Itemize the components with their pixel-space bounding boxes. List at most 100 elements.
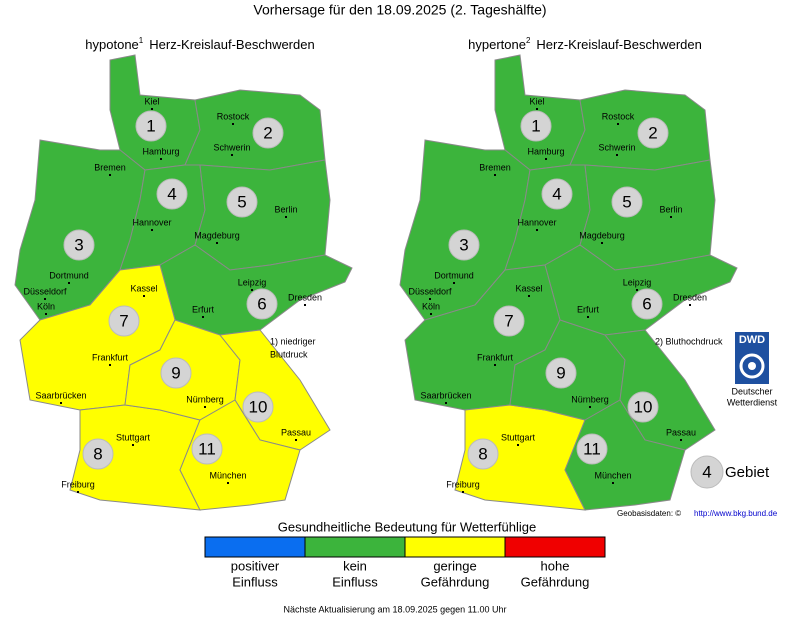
city-dot (151, 108, 153, 110)
region-marker (63, 229, 95, 261)
region-number: 4 (167, 184, 176, 203)
city-label: Düsseldorf (408, 286, 452, 296)
region-number: 8 (93, 444, 102, 463)
logo-box (735, 332, 769, 384)
city-dot (601, 242, 603, 244)
city-dot (77, 491, 79, 493)
region-marker (226, 186, 258, 218)
city-label: Frankfurt (92, 352, 129, 362)
city-label: Nürnberg (186, 394, 224, 404)
source-url: http://www.bkg.bund.de (694, 509, 778, 518)
city-dot (680, 439, 682, 441)
region-marker (637, 117, 669, 149)
page-title: Vorhersage für den 18.09.2025 (2. Tagesh… (253, 2, 546, 18)
city-label: Hannover (517, 217, 556, 227)
city-dot (589, 406, 591, 408)
area-key-label: Gebiet (725, 464, 770, 481)
region-marker (108, 305, 140, 337)
city-dot (109, 364, 111, 366)
region-marker (576, 433, 608, 465)
city-dot (445, 402, 447, 404)
city-dot (227, 482, 229, 484)
city-label: Magdeburg (194, 230, 240, 240)
map: hypotone1 Herz-Kreislauf-BeschwerdenKielR… (14, 36, 353, 511)
city-label: Saarbrücken (420, 390, 471, 400)
city-label: Berlin (274, 204, 297, 214)
city-label: Frankfurt (477, 352, 514, 362)
city-label: Dresden (673, 292, 707, 302)
region-marker (467, 438, 499, 470)
map-title: hypertone2 Herz-Kreislauf-Beschwerden (468, 36, 702, 52)
city-dot (612, 482, 614, 484)
city-label: Dresden (288, 292, 322, 302)
city-label: Bremen (94, 162, 126, 172)
city-label: Erfurt (192, 304, 215, 314)
region-marker (191, 433, 223, 465)
city-label: Magdeburg (579, 230, 625, 240)
city-dot (494, 174, 496, 176)
city-dot (68, 282, 70, 284)
city-dot (617, 123, 619, 125)
city-label: Hamburg (142, 146, 179, 156)
city-dot (616, 154, 618, 156)
region-marker (135, 110, 167, 142)
city-dot (151, 229, 153, 231)
legend-label: positiver (231, 558, 280, 573)
region-marker (160, 357, 192, 389)
map-title-part: hypotone (85, 37, 139, 52)
area-key-marker (690, 455, 724, 489)
region-number: 2 (648, 123, 657, 142)
city-dot (45, 313, 47, 315)
city-dot (60, 402, 62, 404)
region-marker (631, 288, 663, 320)
city-label: Kiel (144, 96, 159, 106)
city-dot (232, 123, 234, 125)
region-marker (520, 110, 552, 142)
city-label: Erfurt (577, 304, 600, 314)
logo-swirl (739, 353, 765, 379)
city-dot (494, 364, 496, 366)
city-dot (670, 216, 672, 218)
legend-swatch (204, 536, 306, 558)
logo-text: Deutscher (731, 386, 772, 396)
region-number: 7 (119, 311, 128, 330)
region-number: 7 (504, 311, 513, 330)
region-number: 10 (634, 397, 653, 416)
region-marker (545, 357, 577, 389)
city-dot (109, 174, 111, 176)
region-number: 10 (249, 397, 268, 416)
region-marker (246, 288, 278, 320)
region (579, 159, 716, 271)
region-marker (82, 438, 114, 470)
city-dot (304, 304, 306, 306)
region-number: 11 (198, 439, 216, 458)
legend-swatch (304, 536, 406, 558)
logo-swirl (748, 362, 756, 370)
city-label: Dortmund (434, 270, 474, 280)
legend-label: geringe (433, 558, 476, 573)
legend-label: Einfluss (332, 574, 378, 589)
region-marker (611, 186, 643, 218)
city-dot (143, 295, 145, 297)
region-number: 5 (237, 192, 246, 211)
city-label: Bremen (479, 162, 511, 172)
city-dot (429, 298, 431, 300)
map-title-part: Herz-Kreislauf-Beschwerden (536, 37, 701, 52)
city-label: Freiburg (61, 479, 95, 489)
city-dot (536, 108, 538, 110)
city-dot (295, 439, 297, 441)
city-label: Kiel (529, 96, 544, 106)
region (564, 399, 686, 511)
legend-swatch (504, 536, 606, 558)
region-marker (448, 229, 480, 261)
city-label: Düsseldorf (23, 286, 67, 296)
region-marker (156, 178, 188, 210)
city-dot (285, 216, 287, 218)
city-dot (216, 242, 218, 244)
map-title: hypotone1 Herz-Kreislauf-Beschwerden (85, 36, 314, 52)
city-label: Stuttgart (116, 432, 151, 442)
city-dot (430, 313, 432, 315)
map-title-part: Herz-Kreislauf-Beschwerden (149, 37, 314, 52)
legend-label: kein (343, 558, 367, 573)
city-dot (44, 298, 46, 300)
